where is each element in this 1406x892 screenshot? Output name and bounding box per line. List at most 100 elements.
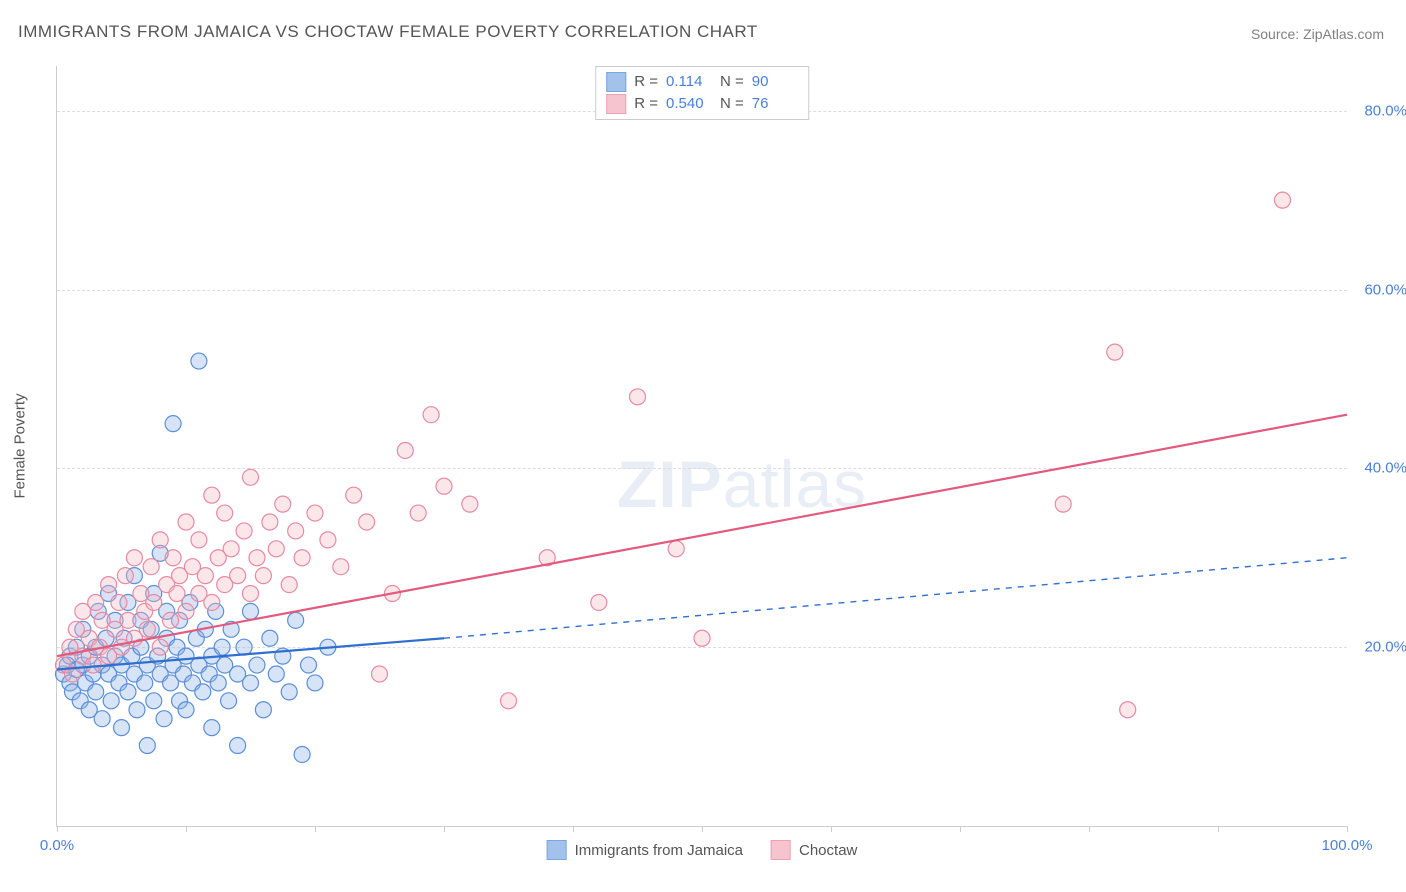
scatter-point bbox=[129, 702, 145, 718]
scatter-point bbox=[230, 738, 246, 754]
scatter-point bbox=[195, 684, 211, 700]
scatter-point bbox=[88, 684, 104, 700]
scatter-point bbox=[346, 487, 362, 503]
x-tick bbox=[702, 826, 703, 832]
series-legend: Immigrants from Jamaica Choctaw bbox=[547, 840, 858, 860]
scatter-point bbox=[204, 487, 220, 503]
x-tick-label: 0.0% bbox=[40, 837, 74, 854]
y-tick-label: 60.0% bbox=[1357, 281, 1406, 298]
scatter-point bbox=[101, 577, 117, 593]
scatter-point bbox=[249, 550, 265, 566]
scatter-point bbox=[668, 541, 684, 557]
scatter-point bbox=[165, 550, 181, 566]
scatter-point bbox=[372, 666, 388, 682]
scatter-point bbox=[307, 505, 323, 521]
scatter-point bbox=[143, 559, 159, 575]
legend-item-series1: Immigrants from Jamaica bbox=[547, 840, 743, 860]
scatter-point bbox=[94, 711, 110, 727]
r-label: R = bbox=[634, 71, 658, 93]
scatter-point bbox=[255, 568, 271, 584]
scatter-point bbox=[243, 675, 259, 691]
scatter-point bbox=[191, 532, 207, 548]
x-tick bbox=[57, 826, 58, 832]
scatter-point bbox=[1107, 344, 1123, 360]
scatter-point bbox=[139, 621, 155, 637]
scatter-point bbox=[178, 603, 194, 619]
scatter-point bbox=[243, 603, 259, 619]
legend-swatch-series1 bbox=[547, 840, 567, 860]
r-label: R = bbox=[634, 93, 658, 115]
plot-area: ZIPatlas 20.0%40.0%60.0%80.0% 0.0%100.0%… bbox=[56, 66, 1347, 827]
scatter-point bbox=[139, 738, 155, 754]
legend-item-series2: Choctaw bbox=[771, 840, 857, 860]
n-value-series2: 76 bbox=[752, 93, 798, 115]
scatter-point bbox=[320, 532, 336, 548]
scatter-point bbox=[146, 594, 162, 610]
scatter-point bbox=[1275, 192, 1291, 208]
scatter-point bbox=[294, 746, 310, 762]
scatter-point bbox=[120, 612, 136, 628]
x-tick bbox=[1089, 826, 1090, 832]
scatter-point bbox=[114, 720, 130, 736]
scatter-point bbox=[255, 702, 271, 718]
scatter-point bbox=[281, 684, 297, 700]
scatter-point bbox=[359, 514, 375, 530]
scatter-point bbox=[204, 594, 220, 610]
scatter-point bbox=[268, 541, 284, 557]
scatter-point bbox=[236, 523, 252, 539]
n-value-series1: 90 bbox=[752, 71, 798, 93]
scatter-point bbox=[126, 550, 142, 566]
scatter-point bbox=[169, 586, 185, 602]
scatter-point bbox=[230, 568, 246, 584]
scatter-point bbox=[146, 693, 162, 709]
scatter-point bbox=[630, 389, 646, 405]
scatter-point bbox=[191, 353, 207, 369]
scatter-point bbox=[397, 442, 413, 458]
scatter-point bbox=[262, 514, 278, 530]
stats-row-series1: R = 0.114 N = 90 bbox=[606, 71, 798, 93]
x-tick bbox=[444, 826, 445, 832]
chart-title: IMMIGRANTS FROM JAMAICA VS CHOCTAW FEMAL… bbox=[18, 22, 758, 42]
scatter-point bbox=[410, 505, 426, 521]
scatter-point bbox=[294, 550, 310, 566]
y-tick-label: 20.0% bbox=[1357, 639, 1406, 656]
scatter-point bbox=[243, 469, 259, 485]
scatter-point bbox=[288, 523, 304, 539]
legend-swatch-series2 bbox=[771, 840, 791, 860]
scatter-point bbox=[333, 559, 349, 575]
scatter-svg bbox=[57, 66, 1347, 826]
scatter-point bbox=[163, 612, 179, 628]
r-value-series2: 0.540 bbox=[666, 93, 712, 115]
scatter-point bbox=[243, 586, 259, 602]
scatter-point bbox=[307, 675, 323, 691]
scatter-point bbox=[152, 639, 168, 655]
x-tick bbox=[1347, 826, 1348, 832]
scatter-point bbox=[268, 666, 284, 682]
scatter-point bbox=[281, 577, 297, 593]
y-tick-label: 40.0% bbox=[1357, 460, 1406, 477]
n-label: N = bbox=[720, 71, 744, 93]
scatter-point bbox=[214, 639, 230, 655]
scatter-point bbox=[204, 720, 220, 736]
scatter-point bbox=[223, 541, 239, 557]
stats-swatch-series1 bbox=[606, 72, 626, 92]
scatter-point bbox=[117, 568, 133, 584]
x-tick bbox=[315, 826, 316, 832]
x-tick-label: 100.0% bbox=[1322, 837, 1373, 854]
scatter-point bbox=[111, 594, 127, 610]
scatter-point bbox=[462, 496, 478, 512]
stats-legend: R = 0.114 N = 90 R = 0.540 N = 76 bbox=[595, 66, 809, 120]
x-tick bbox=[186, 826, 187, 832]
r-value-series1: 0.114 bbox=[666, 71, 712, 93]
scatter-point bbox=[423, 407, 439, 423]
legend-label-series2: Choctaw bbox=[799, 842, 857, 859]
n-label: N = bbox=[720, 93, 744, 115]
scatter-point bbox=[1120, 702, 1136, 718]
scatter-point bbox=[221, 693, 237, 709]
scatter-point bbox=[137, 675, 153, 691]
scatter-point bbox=[275, 496, 291, 512]
scatter-point bbox=[591, 594, 607, 610]
scatter-point bbox=[1055, 496, 1071, 512]
trend-line-extrapolated bbox=[444, 558, 1347, 638]
scatter-point bbox=[120, 684, 136, 700]
